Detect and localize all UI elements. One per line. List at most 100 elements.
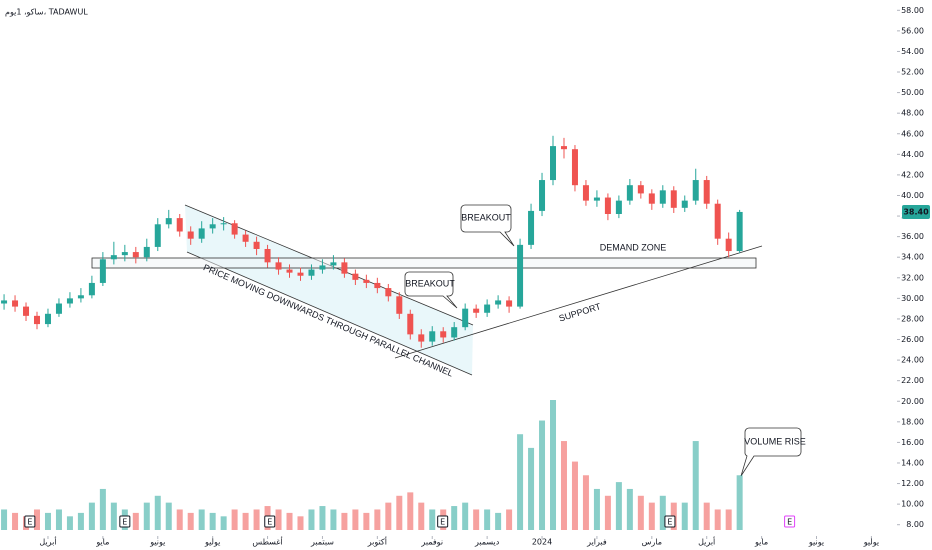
candle-body [626, 185, 633, 201]
demand-zone [91, 257, 757, 269]
y-tick-label: 36.00 [901, 232, 924, 241]
candle-body [593, 197, 600, 201]
callout [404, 271, 458, 309]
candle-body [550, 146, 557, 181]
x-tick-label: يونيو [808, 538, 824, 547]
candle-body [429, 331, 436, 342]
volume-bar [154, 495, 161, 530]
candle-body [121, 252, 128, 256]
candle-body [1, 300, 8, 304]
x-tick-label: 2024 [532, 538, 552, 547]
y-tick-label: 54.00 [901, 47, 924, 56]
volume-bar [110, 502, 117, 530]
y-tick-label: 44.00 [901, 150, 924, 159]
volume-bar [1, 509, 8, 530]
candle-body [132, 252, 139, 258]
x-tick-label: يوليو [204, 538, 220, 547]
candle-body [231, 223, 238, 235]
candle-body [77, 295, 84, 299]
candle-body [143, 246, 150, 258]
event-marker [784, 515, 796, 528]
volume-bar [209, 512, 216, 530]
x-tick-label: ديسمبر [474, 538, 500, 547]
candle-body [363, 279, 370, 283]
volume-bar [44, 512, 51, 530]
candle-body [692, 180, 699, 201]
annotation: DEMAND ZONE [600, 242, 667, 252]
event-label: E [440, 518, 445, 527]
volume-bar [242, 512, 249, 530]
candle-body [88, 282, 95, 296]
volume-bar [560, 441, 567, 530]
volume-bar [55, 509, 62, 530]
candle-body [44, 313, 51, 325]
candle-body [670, 190, 677, 208]
x-tick-label: يونيو [149, 538, 165, 547]
event-label: E [787, 518, 792, 527]
candle-body [604, 197, 611, 214]
candle-body [198, 228, 205, 239]
annotation: BREAKOUT [405, 278, 455, 288]
volume-bar [33, 509, 40, 530]
volume-bar [198, 509, 205, 530]
y-tick-label: 50.00 [901, 88, 924, 97]
candle-body [12, 300, 19, 307]
y-tick-label: 40.00 [901, 191, 924, 200]
candle-body [275, 262, 282, 270]
support-line [394, 245, 763, 359]
volume-bar [725, 509, 732, 530]
x-tick-label: مايو [754, 538, 768, 547]
candle-body [703, 180, 710, 204]
y-tick-label: 32.00 [901, 273, 924, 282]
volume-bar [659, 495, 666, 530]
candle-body [352, 273, 359, 280]
volume-bar [308, 509, 315, 530]
y-tick-label: 22.00 [901, 376, 924, 385]
volume-bar [648, 502, 655, 530]
candle-body [418, 334, 425, 342]
annotation: BREAKOUT [461, 212, 511, 222]
volume-bar [77, 512, 84, 530]
volume-bar [615, 482, 622, 530]
candle-body [681, 200, 688, 208]
candle-body [220, 223, 227, 225]
callout [740, 427, 802, 477]
volume-bar [275, 509, 282, 530]
volume-bar [626, 488, 633, 530]
channel-lower [186, 251, 473, 376]
volume-bar [692, 441, 699, 530]
event-marker [119, 515, 131, 528]
y-tick-label: 8.00 [906, 520, 924, 529]
candle-body [571, 149, 578, 186]
volume-bar [681, 502, 688, 530]
candle-body [341, 262, 348, 274]
candle-body [582, 185, 589, 201]
x-tick-label: أكتوبر [367, 537, 387, 547]
volume-bar [220, 516, 227, 530]
candle-body [187, 231, 194, 239]
candle-body [560, 146, 567, 150]
volume-bar [714, 509, 721, 530]
x-tick-label: فبراير [586, 538, 607, 547]
volume-bar [462, 502, 469, 530]
volume-bar [550, 400, 557, 530]
event-label: E [267, 518, 272, 527]
annotation: VOLUME RISE [744, 436, 806, 446]
candle-body [242, 234, 249, 242]
candle-body [451, 327, 458, 338]
candle-body [539, 180, 546, 211]
volume-bar [341, 512, 348, 530]
y-tick-label: 30.00 [901, 294, 924, 303]
y-tick-label: 18.00 [901, 417, 924, 426]
x-tick-label: سبتمبر [310, 538, 334, 547]
candle-body [209, 224, 216, 229]
candle-body [154, 224, 161, 247]
volume-bar [407, 492, 414, 530]
candle-body [253, 241, 260, 249]
candle-body [714, 203, 721, 239]
candle-body [33, 315, 40, 325]
y-tick-label: 34.00 [901, 253, 924, 262]
y-tick-label: 58.00 [901, 6, 924, 15]
